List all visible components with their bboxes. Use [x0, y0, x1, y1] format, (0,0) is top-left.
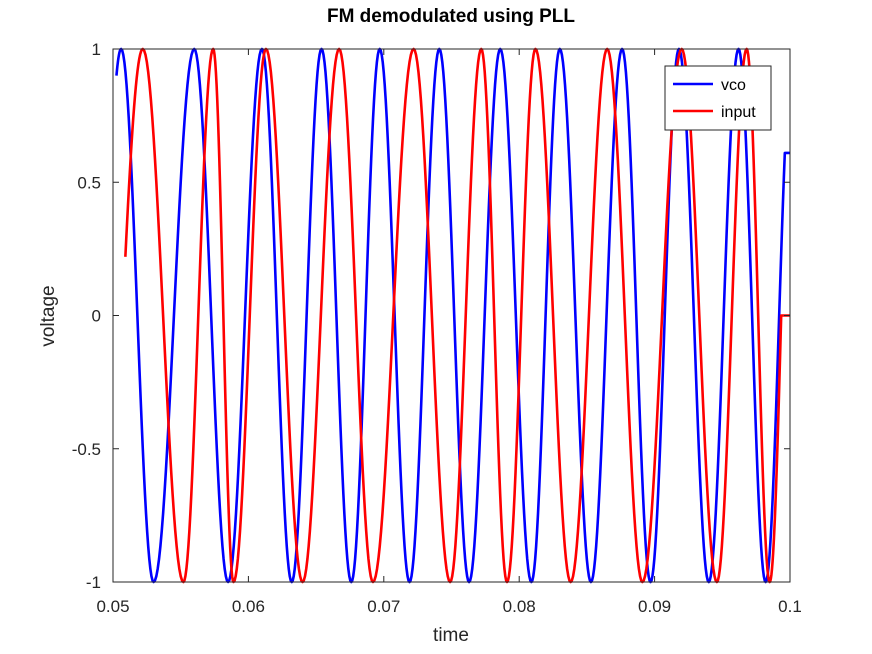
legend-label-input: input	[721, 104, 756, 121]
chart-title: FM demodulated using PLL	[327, 6, 575, 27]
y-tick-label: -0.5	[72, 440, 101, 459]
y-tick-label: -1	[86, 573, 101, 592]
legend-box	[664, 65, 772, 131]
legend-label-vco: vco	[721, 77, 746, 94]
x-axis: 0.05 0.06 0.07 0.08 0.09 0.1	[96, 49, 802, 616]
x-tick-label: 0.1	[778, 597, 802, 616]
y-tick-label: 0	[92, 307, 101, 326]
y-axis: -1 -0.5 0 0.5 1	[72, 40, 790, 592]
y-axis-label: voltage	[38, 285, 59, 346]
x-tick-label: 0.07	[367, 597, 400, 616]
x-tick-label: 0.06	[232, 597, 265, 616]
series-line-vco	[115, 47, 790, 584]
x-axis-label: time	[433, 625, 469, 646]
legend: vco input	[664, 65, 772, 131]
series-layer	[115, 47, 790, 584]
y-tick-label: 0.5	[77, 173, 101, 192]
x-tick-label: 0.05	[96, 597, 129, 616]
y-tick-label: 1	[92, 40, 101, 59]
x-tick-label: 0.09	[638, 597, 671, 616]
series-line-input	[124, 47, 790, 584]
plot-area: 0.05 0.06 0.07 0.08 0.09 0.1 -1 -0.5 0 0.5 1	[72, 40, 802, 616]
x-tick-label: 0.08	[503, 597, 536, 616]
